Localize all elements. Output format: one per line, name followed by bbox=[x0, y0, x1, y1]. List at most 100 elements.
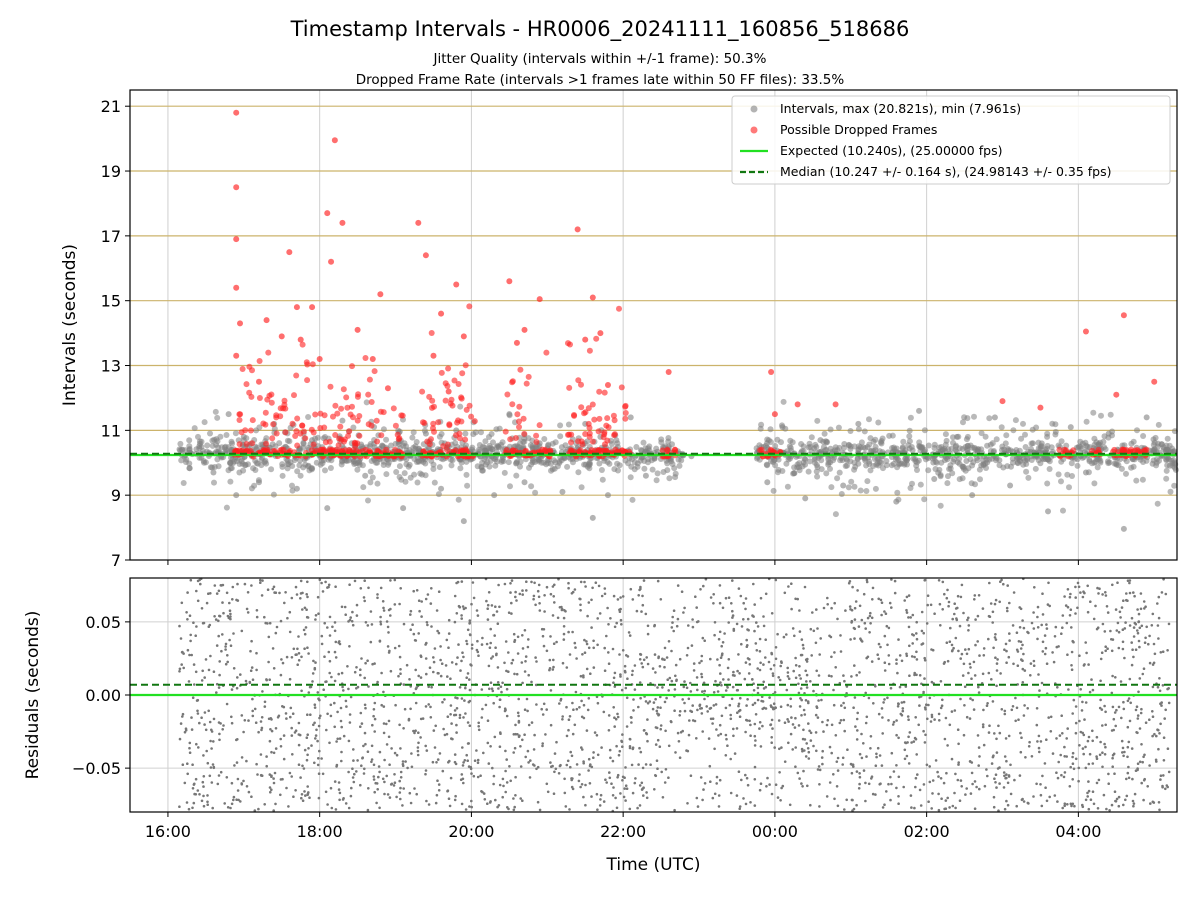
residual-point bbox=[1055, 771, 1058, 774]
residual-point bbox=[379, 616, 382, 619]
dropped-frame-point bbox=[248, 428, 254, 434]
dropped-frame-point bbox=[446, 422, 452, 428]
residual-point bbox=[797, 683, 800, 686]
residual-point bbox=[583, 581, 586, 584]
residual-point bbox=[583, 704, 586, 707]
residual-point bbox=[665, 768, 668, 771]
dropped-frame-point bbox=[292, 433, 298, 439]
residual-point bbox=[803, 749, 806, 752]
residual-point bbox=[835, 734, 838, 737]
residual-point bbox=[927, 594, 930, 597]
residual-point bbox=[604, 669, 607, 672]
interval-point bbox=[365, 498, 371, 504]
residual-point bbox=[855, 600, 858, 603]
dropped-frame-point bbox=[423, 252, 429, 258]
residual-point bbox=[819, 769, 822, 772]
interval-point bbox=[1153, 435, 1159, 441]
residual-point bbox=[464, 712, 467, 715]
residual-point bbox=[443, 698, 446, 701]
residual-point bbox=[279, 738, 282, 741]
dropped-frame-point bbox=[581, 410, 587, 416]
interval-point bbox=[914, 467, 920, 473]
residual-point bbox=[1091, 730, 1094, 733]
residual-point bbox=[851, 586, 854, 589]
residual-point bbox=[625, 687, 628, 690]
residual-point bbox=[943, 782, 946, 785]
interval-point bbox=[837, 470, 843, 476]
residual-point bbox=[836, 760, 839, 763]
interval-point bbox=[823, 470, 829, 476]
residual-point bbox=[499, 732, 502, 735]
residual-point bbox=[741, 625, 744, 628]
residual-point bbox=[789, 804, 792, 807]
residual-point bbox=[462, 716, 465, 719]
interval-point bbox=[1089, 460, 1095, 466]
interval-point bbox=[869, 448, 875, 454]
residual-point bbox=[465, 676, 468, 679]
residual-point bbox=[188, 747, 191, 750]
residual-point bbox=[654, 653, 657, 656]
residual-point bbox=[908, 674, 911, 677]
residual-point bbox=[975, 786, 978, 789]
residual-point bbox=[240, 782, 243, 785]
interval-point bbox=[1105, 460, 1111, 466]
residual-point bbox=[771, 719, 774, 722]
residual-point bbox=[572, 733, 575, 736]
residual-point bbox=[406, 767, 409, 770]
residual-point bbox=[842, 702, 845, 705]
interval-point bbox=[758, 426, 764, 432]
residual-point bbox=[447, 715, 450, 718]
residual-point bbox=[239, 673, 242, 676]
residual-point bbox=[859, 605, 862, 608]
residual-point bbox=[885, 612, 888, 615]
dropped-frame-point bbox=[537, 422, 543, 428]
residual-point bbox=[328, 651, 331, 654]
residual-point bbox=[449, 805, 452, 808]
residual-point bbox=[634, 688, 637, 691]
interval-point bbox=[954, 434, 960, 440]
residual-point bbox=[340, 726, 343, 729]
residual-point bbox=[182, 763, 185, 766]
interval-point bbox=[1007, 482, 1013, 488]
dropped-frame-point bbox=[429, 398, 435, 404]
residual-point bbox=[477, 762, 480, 765]
interval-point bbox=[298, 473, 304, 479]
residual-point bbox=[745, 704, 748, 707]
interval-point bbox=[969, 480, 975, 486]
interval-point bbox=[846, 484, 852, 490]
residual-point bbox=[659, 745, 662, 748]
residual-point bbox=[320, 757, 323, 760]
residual-point bbox=[531, 721, 534, 724]
dropped-frame-point bbox=[240, 366, 246, 372]
residual-point bbox=[1130, 641, 1133, 644]
residual-point bbox=[1121, 751, 1124, 754]
residual-point bbox=[640, 751, 643, 754]
residual-point bbox=[660, 598, 663, 601]
residual-point bbox=[325, 729, 328, 732]
residual-point bbox=[875, 764, 878, 767]
interval-point bbox=[432, 480, 438, 486]
residual-point bbox=[578, 780, 581, 783]
residual-point bbox=[273, 782, 276, 785]
interval-point bbox=[790, 439, 796, 445]
residual-point bbox=[939, 624, 942, 627]
residual-point bbox=[908, 626, 911, 629]
residual-point bbox=[773, 702, 776, 705]
dropped-frame-point bbox=[265, 350, 271, 356]
residual-point bbox=[641, 782, 644, 785]
dropped-frame-point bbox=[1083, 328, 1089, 334]
residual-point bbox=[788, 677, 791, 680]
interval-point bbox=[506, 459, 512, 465]
residual-point bbox=[915, 621, 918, 624]
residual-point bbox=[247, 719, 250, 722]
interval-point bbox=[1163, 476, 1169, 482]
residual-point bbox=[343, 735, 346, 738]
residual-point bbox=[434, 647, 437, 650]
residual-point bbox=[193, 683, 196, 686]
residual-point bbox=[349, 616, 352, 619]
residual-point bbox=[926, 718, 929, 721]
residual-point bbox=[996, 658, 999, 661]
residual-point bbox=[927, 800, 930, 803]
intervals-ytick-label: 7 bbox=[111, 551, 121, 570]
residual-point bbox=[640, 653, 643, 656]
